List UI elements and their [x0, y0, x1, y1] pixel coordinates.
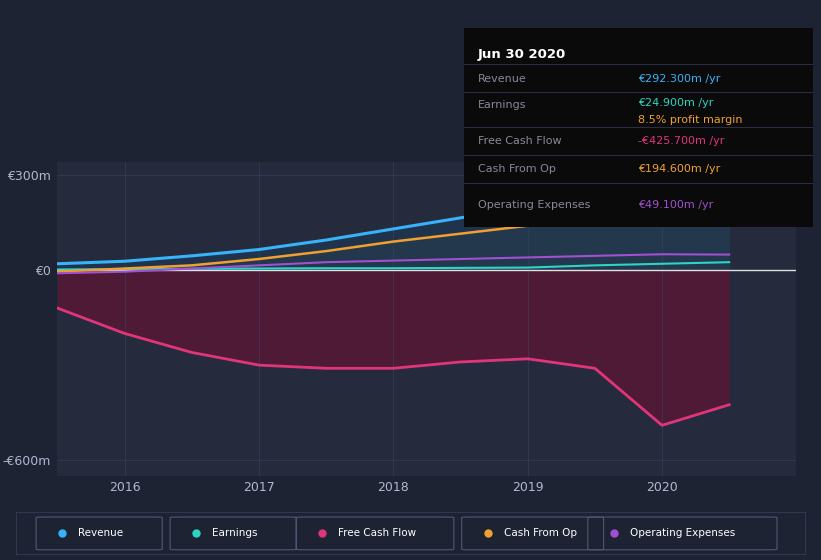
Text: Earnings: Earnings — [212, 529, 258, 538]
Text: Operating Expenses: Operating Expenses — [478, 200, 590, 210]
Text: €194.600m /yr: €194.600m /yr — [639, 164, 721, 174]
Text: Cash From Op: Cash From Op — [503, 529, 576, 538]
Text: €24.900m /yr: €24.900m /yr — [639, 97, 713, 108]
Text: 8.5% profit margin: 8.5% profit margin — [639, 115, 743, 125]
Text: €292.300m /yr: €292.300m /yr — [639, 74, 721, 83]
Text: Earnings: Earnings — [478, 100, 526, 110]
Text: Revenue: Revenue — [78, 529, 123, 538]
Text: Revenue: Revenue — [478, 74, 526, 83]
Text: Jun 30 2020: Jun 30 2020 — [478, 48, 566, 61]
Text: -€425.700m /yr: -€425.700m /yr — [639, 136, 725, 146]
Text: Cash From Op: Cash From Op — [478, 164, 556, 174]
Text: Free Cash Flow: Free Cash Flow — [478, 136, 562, 146]
Text: Operating Expenses: Operating Expenses — [630, 529, 735, 538]
Text: €49.100m /yr: €49.100m /yr — [639, 200, 713, 210]
Text: Free Cash Flow: Free Cash Flow — [338, 529, 416, 538]
